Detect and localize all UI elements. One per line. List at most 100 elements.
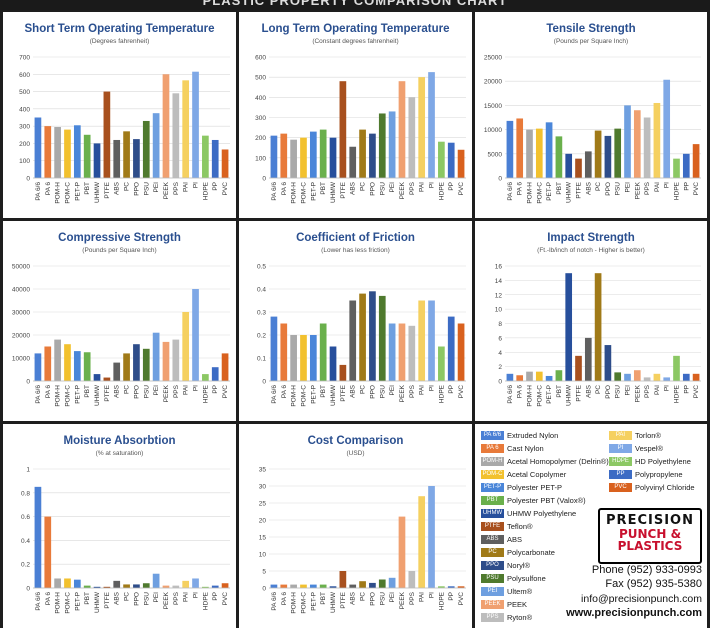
x-tick-label: PA 6/6 xyxy=(507,182,514,201)
legend-label: PEEK xyxy=(507,600,528,609)
x-tick-label: ABS xyxy=(585,181,592,195)
x-tick-label: PVC xyxy=(458,182,465,196)
legend-item-pvc: PVC Polyvinyl Chloride xyxy=(609,483,695,493)
y-tick-label: 8 xyxy=(498,321,502,328)
x-tick-label: PTFE xyxy=(340,181,347,198)
bar-uhmw xyxy=(329,346,337,381)
x-tick-label: PC xyxy=(124,385,131,394)
x-tick-label: PTFE xyxy=(340,384,347,401)
legend-swatch: PVC xyxy=(609,483,632,492)
chart-svg: Long Term Operating Temperature (Constant… xyxy=(255,23,466,204)
x-tick-label: PEI xyxy=(153,592,160,603)
legend-swatch: PEEK xyxy=(481,600,504,609)
bar-ptfe xyxy=(339,571,347,588)
x-tick-label: PPO xyxy=(133,385,140,399)
y-tick-label: 16 xyxy=(495,264,503,271)
bar-pet-p xyxy=(73,351,81,381)
bar-pa-6 xyxy=(516,118,524,178)
x-tick-label: PC xyxy=(360,182,367,191)
y-tick-label: 0.1 xyxy=(257,356,266,363)
bar-pbt xyxy=(83,352,91,381)
x-tick-label: PI xyxy=(193,182,200,188)
page-header: PLASTIC PROPERTY COMPARISON CHART xyxy=(0,0,710,10)
contact-email[interactable]: info@precisionpunch.com xyxy=(581,593,702,605)
y-tick-label: 0.2 xyxy=(21,562,30,569)
y-tick-label: 10000 xyxy=(484,127,502,134)
y-tick-label: 30000 xyxy=(12,310,30,317)
bar-pet-p xyxy=(309,335,317,381)
x-tick-label: PTFE xyxy=(104,384,111,401)
bar-ptfe xyxy=(575,158,582,178)
x-tick-label: PP xyxy=(683,182,690,191)
bar-pps xyxy=(408,97,416,178)
contact-website[interactable]: www.precisionpunch.com xyxy=(566,607,702,619)
x-tick-label: UHMW xyxy=(330,591,337,613)
x-tick-label: PI xyxy=(193,592,200,598)
x-tick-label: ABS xyxy=(350,591,357,605)
chart-title: Impact Strength xyxy=(547,232,635,244)
bar-pom-h xyxy=(290,139,297,178)
y-tick-label: 0.6 xyxy=(21,514,30,521)
x-tick-label: UHMW xyxy=(330,181,337,203)
x-tick-label: ABS xyxy=(350,384,357,398)
legend-label: Polyvinyl Chloride xyxy=(635,483,695,492)
bar-abs xyxy=(349,146,357,178)
bar-peek xyxy=(633,110,641,178)
bar-pvc xyxy=(221,583,229,588)
y-tick-label: 10 xyxy=(259,552,267,559)
legend-item-pps: PPS Ryton® xyxy=(481,613,532,623)
bar-pom-c xyxy=(535,128,543,178)
y-tick-label: 0 xyxy=(26,379,30,386)
bar-pi xyxy=(192,578,199,588)
bar-pps xyxy=(643,377,651,381)
y-tick-label: 5000 xyxy=(488,151,503,158)
legend-swatch: PA 6/6 xyxy=(481,431,504,440)
x-tick-label: PA 6 xyxy=(45,592,52,606)
y-tick-label: 6 xyxy=(498,335,502,342)
y-tick-label: 100 xyxy=(255,155,266,162)
x-tick-label: PET-P xyxy=(310,385,317,404)
x-tick-label: PA 6/6 xyxy=(35,182,42,201)
legend-item-pc: PC Polycarbonate xyxy=(481,548,555,558)
bar-pai xyxy=(653,373,661,381)
x-tick-label: PVC xyxy=(458,592,465,606)
bar-ppo xyxy=(369,582,376,588)
chart-title: Coefficient of Friction xyxy=(296,232,415,244)
y-tick-label: 10000 xyxy=(12,356,30,363)
bar-hdpe xyxy=(202,586,209,588)
x-tick-label: PSU xyxy=(379,592,386,606)
chart-subtitle: (Constant degrees fahrenheit) xyxy=(312,38,398,45)
x-tick-label: PPS xyxy=(173,181,180,195)
bar-ppo xyxy=(369,291,376,381)
x-tick-label: PBT xyxy=(320,592,327,605)
chart-tensile-strength: Tensile Strength (Pounds per Square Inch)… xyxy=(475,12,707,218)
x-tick-label: PBT xyxy=(320,182,327,195)
y-tick-label: 2 xyxy=(498,364,502,371)
chart-svg: Short Term Operating Temperature (Degrees… xyxy=(19,23,230,204)
chart-title: Cost Comparison xyxy=(308,435,404,447)
bar-pvc xyxy=(457,149,465,178)
x-tick-label: PVC xyxy=(222,182,229,196)
x-tick-label: PEI xyxy=(625,182,632,193)
bar-pa-6-6 xyxy=(34,486,42,588)
x-tick-label: POM-C xyxy=(64,385,71,407)
y-tick-label: 0 xyxy=(262,586,266,593)
legend-label: Extruded Nylon xyxy=(507,431,559,440)
bar-pei xyxy=(624,373,631,381)
chart-svg: Impact Strength (Ft.-lb/inch of notch - H… xyxy=(495,232,701,407)
x-tick-label: PEI xyxy=(389,182,396,193)
x-tick-label: HDPE xyxy=(438,591,445,610)
bar-pvc xyxy=(457,586,465,588)
y-tick-label: 20000 xyxy=(484,79,502,86)
x-tick-label: PAI xyxy=(183,592,190,602)
x-tick-label: PSU xyxy=(143,182,150,196)
bar-ppo xyxy=(133,139,140,178)
x-tick-label: HDPE xyxy=(202,591,209,610)
x-tick-label: PPO xyxy=(133,182,140,196)
legend-swatch: PA 6 xyxy=(481,444,504,453)
y-tick-label: 12 xyxy=(495,292,503,299)
bar-pvc xyxy=(692,144,700,178)
bar-hdpe xyxy=(202,135,209,178)
brand-line-2: PUNCH & xyxy=(618,527,682,541)
bar-pa-6-6 xyxy=(34,117,42,178)
